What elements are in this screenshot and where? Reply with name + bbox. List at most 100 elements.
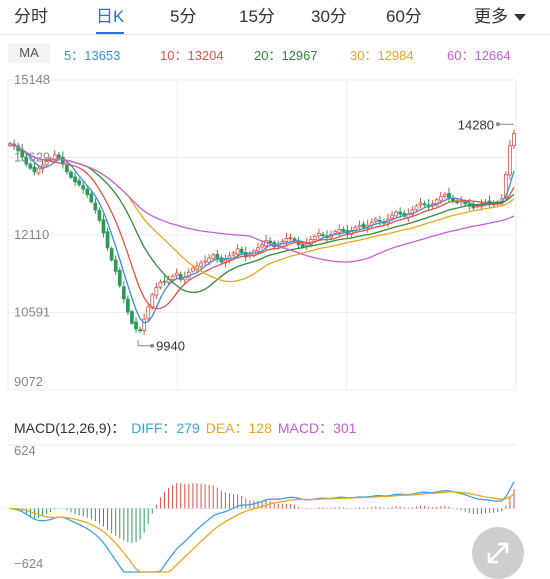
expand-icon	[487, 542, 509, 564]
period-tab-bar: 分时 日K 5分 15分 30分 60分 更多	[0, 0, 550, 35]
macd-diff-value: DIFF：279	[131, 420, 200, 436]
candle-body	[288, 237, 293, 239]
macd-tick-label: −624	[14, 556, 43, 571]
low-marker-label: 9940	[156, 339, 185, 354]
ma-title: MA	[8, 43, 50, 63]
macd-dea-value: DEA：128	[205, 420, 272, 436]
candle-body	[105, 231, 110, 249]
candle-body	[146, 306, 151, 319]
candle-body	[97, 210, 102, 221]
tab-daily-k[interactable]: 日K	[96, 3, 125, 34]
candle-body	[109, 248, 114, 261]
price-tick-label: 13629	[14, 150, 50, 165]
candle-body	[158, 282, 163, 288]
price-tick-label: 12110	[14, 227, 49, 242]
candle-body	[239, 248, 244, 254]
candle-body	[414, 205, 419, 210]
macd-macd-value: MACD：301	[277, 420, 357, 436]
candle-body	[138, 329, 142, 332]
candle-body	[503, 173, 508, 198]
ma20-value: 20：12967	[254, 48, 318, 63]
candle-body	[56, 154, 61, 159]
candle-body	[121, 286, 126, 300]
candle-body	[508, 145, 512, 176]
candle-body	[304, 243, 309, 246]
candle-body	[89, 193, 94, 203]
tab-30min[interactable]: 30分	[311, 7, 347, 26]
more-label: 更多	[474, 7, 508, 26]
candle-body	[361, 223, 366, 228]
candle-body	[418, 202, 423, 206]
candle-body	[256, 247, 260, 252]
candle-body	[73, 176, 77, 183]
candle-body	[150, 294, 155, 309]
ma5-line	[9, 143, 515, 324]
macd-legend: MACD(12,26,9)： DIFF：279 DEA：128 MACD：301	[14, 418, 362, 438]
candle-body	[28, 163, 33, 169]
candle-body	[101, 219, 106, 234]
more-menu-button[interactable]: 更多	[474, 3, 526, 31]
candle-body	[117, 270, 122, 286]
candle-body	[321, 234, 325, 237]
ma20-line	[9, 143, 515, 294]
candle-body	[142, 318, 147, 331]
candle-body	[69, 171, 73, 178]
candle-body	[463, 201, 468, 205]
ma5-value: 5：13653	[64, 48, 121, 63]
candle-body	[113, 259, 118, 272]
candle-body	[390, 214, 394, 219]
ma30-value: 30：12984	[350, 48, 414, 63]
tab-intraday[interactable]: 分时	[14, 7, 48, 26]
tab-15min[interactable]: 15分	[239, 7, 275, 26]
candle-body	[203, 260, 207, 263]
candle-body	[512, 133, 516, 147]
ma30-line	[9, 143, 515, 283]
candle-body	[162, 280, 167, 283]
ma60-value: 60：12664	[447, 48, 511, 63]
candle-body	[219, 257, 224, 263]
candle-body	[85, 188, 90, 196]
candle-body	[451, 198, 455, 202]
candle-body	[373, 218, 378, 222]
candle-body	[260, 244, 264, 248]
candle-body	[243, 252, 248, 258]
candle-body	[300, 243, 305, 248]
candle-body	[394, 211, 398, 217]
chevron-down-icon	[514, 14, 526, 22]
candle-body	[32, 166, 37, 173]
candle-body	[341, 228, 346, 232]
tab-5min[interactable]: 5分	[170, 7, 197, 26]
candle-body	[174, 272, 179, 276]
candle-body	[81, 184, 86, 190]
ma60-line	[9, 143, 515, 263]
candle-body	[284, 238, 289, 243]
candle-body	[337, 228, 342, 233]
price-tick-label: 9072	[14, 374, 43, 389]
price-tick-label: 10591	[14, 305, 50, 320]
candle-body	[24, 157, 29, 165]
ma10-value: 10：13204	[160, 48, 224, 63]
candle-body	[154, 287, 159, 296]
candle-body	[471, 205, 476, 209]
candle-body	[215, 254, 220, 260]
candle-body	[65, 164, 69, 173]
candle-body	[44, 161, 49, 166]
tab-60min[interactable]: 60分	[386, 7, 422, 26]
candle-body	[447, 193, 451, 199]
macd-title: MACD(12,26,9)：	[14, 420, 126, 436]
macd-diff-line	[9, 481, 515, 573]
fullscreen-button[interactable]	[472, 527, 524, 579]
candle-body	[235, 248, 240, 255]
candle-body	[93, 202, 98, 211]
candle-body	[170, 275, 175, 280]
candle-body	[443, 194, 447, 197]
candle-body	[36, 167, 41, 174]
candle-body	[178, 274, 183, 280]
ma10-line	[9, 143, 515, 310]
candle-body	[231, 252, 236, 256]
candle-body	[207, 257, 212, 263]
candle-body	[422, 203, 427, 206]
candle-body	[77, 180, 81, 185]
macd-dea-line	[9, 491, 515, 573]
